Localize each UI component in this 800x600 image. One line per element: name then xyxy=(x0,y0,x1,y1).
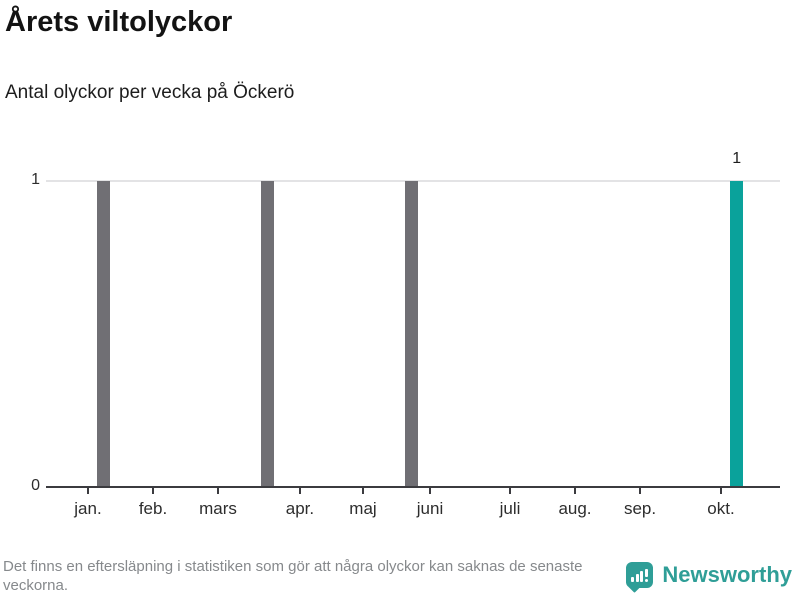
x-axis-tick xyxy=(573,488,576,494)
newsworthy-logo-text: Newsworthy xyxy=(662,562,792,587)
x-axis-tick xyxy=(429,488,432,494)
plot-area: 1 0 1 jan. feb. mars apr. maj juni juli aug. sep… xyxy=(31,150,780,518)
exclamation-stem xyxy=(645,569,649,577)
x-axis-tick xyxy=(86,488,89,494)
x-axis-tick-label: maj xyxy=(349,499,377,518)
x-axis-tick xyxy=(509,488,512,494)
x-axis-tick-label: feb. xyxy=(138,499,168,518)
mini-bar-3 xyxy=(640,571,644,582)
x-axis-tick xyxy=(298,488,301,494)
bar-value-label: 1 xyxy=(732,150,742,167)
x-axis-tick xyxy=(639,488,642,494)
x-axis-tick-label: mars xyxy=(199,499,237,518)
chart-title: Årets viltolyckor xyxy=(5,6,233,38)
y-axis-tick-label-0: 0 xyxy=(31,477,40,494)
y-axis-tick-label-1: 1 xyxy=(31,171,40,188)
x-axis-tick xyxy=(719,488,722,494)
bar xyxy=(97,181,111,486)
x-axis-tick-label: aug. xyxy=(558,499,592,518)
x-axis-line xyxy=(46,486,780,488)
x-axis-tick-label: juni xyxy=(416,499,444,518)
x-axis-tick xyxy=(152,488,155,494)
x-axis-tick-label: okt. xyxy=(707,499,735,518)
x-axis-tick xyxy=(216,488,219,494)
bar xyxy=(260,181,275,486)
newsworthy-logo: Newsworthy xyxy=(626,562,792,593)
x-axis-tick-label: juli xyxy=(499,499,521,518)
chart-subtitle: Antal olyckor per vecka på Öckerö xyxy=(5,82,295,103)
bars-layer xyxy=(46,181,780,486)
x-axis-tick-label: jan. xyxy=(74,499,102,518)
newsworthy-speech-bubble-chart-icon xyxy=(626,562,654,593)
bar xyxy=(404,181,419,486)
mini-bar-1 xyxy=(631,577,635,582)
x-axis-tick-label: sep. xyxy=(623,499,657,518)
exclamation-dot xyxy=(645,579,649,582)
x-axis-tick-label: apr. xyxy=(285,499,315,518)
disclaimer-text: Det finns en eftersläpning i statistiken… xyxy=(3,558,583,594)
bar-highlighted xyxy=(730,181,744,486)
mini-bar-2 xyxy=(635,574,639,582)
x-axis-tick xyxy=(362,488,364,494)
